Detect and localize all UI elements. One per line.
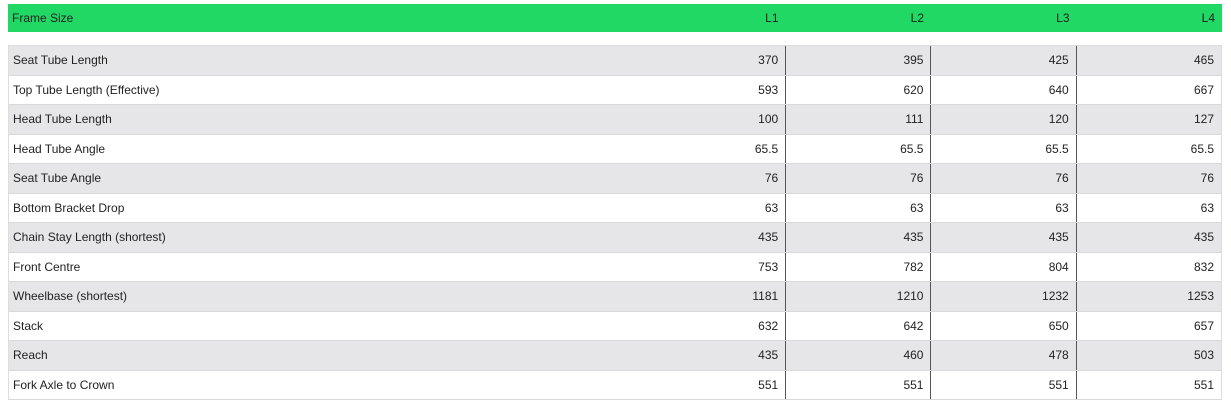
table-row: Head Tube Length 100 111 120 127 — [9, 105, 1221, 135]
value-cell: 478 — [930, 341, 1075, 370]
value-cell: 65.5 — [785, 134, 930, 163]
table-row: Chain Stay Length (shortest) 435 435 435 435 — [9, 223, 1221, 253]
value-cell: 63 — [930, 193, 1075, 222]
value-cell: 120 — [930, 105, 1075, 134]
value-cell: 640 — [930, 75, 1075, 104]
table-row: Wheelbase (shortest) 1181 1210 1232 1253 — [9, 282, 1221, 312]
value-cell: 76 — [764, 171, 779, 186]
value-cell: 460 — [785, 341, 930, 370]
value-cell: 1232 — [930, 282, 1075, 311]
value-cell: 127 — [1075, 105, 1221, 134]
value-cell: 551 — [930, 370, 1075, 399]
value-cell: 465 — [1075, 46, 1221, 75]
value-cell: 63 — [785, 193, 930, 222]
header-bar: Frame Size L1 L2 L3 L4 — [8, 4, 1222, 32]
row-label: Top Tube Length (Effective) — [13, 82, 160, 97]
value-cell: 435 — [785, 223, 930, 252]
value-cell: 435 — [930, 223, 1075, 252]
value-cell: 632 — [758, 318, 779, 333]
column-header: L1 — [765, 11, 779, 25]
row-label: Wheelbase (shortest) — [13, 289, 128, 304]
row-label: Reach — [13, 348, 48, 363]
table-row: Stack 632 642 650 657 — [9, 311, 1221, 341]
value-cell: 76 — [930, 164, 1075, 193]
value-cell: 642 — [785, 311, 930, 340]
value-cell: 435 — [758, 230, 779, 245]
column-header: L3 — [1056, 11, 1070, 25]
value-cell: 657 — [1075, 311, 1221, 340]
table-row: Top Tube Length (Effective) 593 620 640 667 — [9, 75, 1221, 105]
table-row: Reach 435 460 478 503 — [9, 341, 1221, 371]
value-cell: 551 — [1075, 370, 1221, 399]
value-cell: 100 — [758, 112, 779, 127]
row-header-label: Frame Size — [12, 11, 74, 25]
value-cell: 503 — [1075, 341, 1221, 370]
value-cell: 65.5 — [1075, 134, 1221, 163]
value-cell: 63 — [764, 200, 779, 215]
table-row: Bottom Bracket Drop 63 63 63 63 — [9, 193, 1221, 223]
row-label: Front Centre — [13, 259, 81, 274]
row-label: Seat Tube Angle — [13, 171, 102, 186]
value-cell: 1210 — [785, 282, 930, 311]
value-cell: 76 — [785, 164, 930, 193]
value-cell: 63 — [1075, 193, 1221, 222]
value-cell: 370 — [758, 53, 779, 68]
table-row: Seat Tube Length 370 395 425 465 — [9, 46, 1221, 76]
value-cell: 804 — [930, 252, 1075, 281]
table-row: Head Tube Angle 65.5 65.5 65.5 65.5 — [9, 134, 1221, 164]
row-label: Stack — [13, 318, 44, 333]
value-cell: 782 — [785, 252, 930, 281]
column-header: L4 — [1201, 11, 1215, 25]
value-cell: 667 — [1075, 75, 1221, 104]
value-cell: 650 — [930, 311, 1075, 340]
row-label: Bottom Bracket Drop — [13, 200, 125, 215]
table-row: Seat Tube Angle 76 76 76 76 — [9, 164, 1221, 194]
row-label: Head Tube Length — [13, 112, 112, 127]
value-cell: 593 — [758, 82, 779, 97]
table-row: Fork Axle to Crown 551 551 551 551 — [9, 370, 1221, 400]
value-cell: 435 — [1075, 223, 1221, 252]
value-cell: 65.5 — [754, 141, 779, 156]
value-cell: 1253 — [1075, 282, 1221, 311]
row-label: Fork Axle to Crown — [13, 377, 115, 392]
table-row: Front Centre 753 782 804 832 — [9, 252, 1221, 282]
value-cell: 832 — [1075, 252, 1221, 281]
value-cell: 753 — [758, 259, 779, 274]
value-cell: 435 — [758, 348, 779, 363]
table-body: Seat Tube Length 370 395 425 465 Top Tube Len… — [8, 45, 1222, 400]
value-cell: 620 — [785, 75, 930, 104]
column-header: L2 — [910, 11, 924, 25]
row-label: Seat Tube Length — [13, 53, 108, 68]
value-cell: 65.5 — [930, 134, 1075, 163]
value-cell: 425 — [930, 46, 1075, 75]
value-cell: 551 — [758, 377, 779, 392]
value-cell: 395 — [785, 46, 930, 75]
value-cell: 111 — [785, 105, 930, 134]
value-cell: 1181 — [752, 289, 779, 304]
row-label: Head Tube Angle — [13, 141, 106, 156]
value-cell: 551 — [785, 370, 930, 399]
header-row: Frame Size L1 L2 L3 L4 — [8, 4, 1222, 32]
row-label: Chain Stay Length (shortest) — [13, 230, 166, 245]
value-cell: 76 — [1075, 164, 1221, 193]
